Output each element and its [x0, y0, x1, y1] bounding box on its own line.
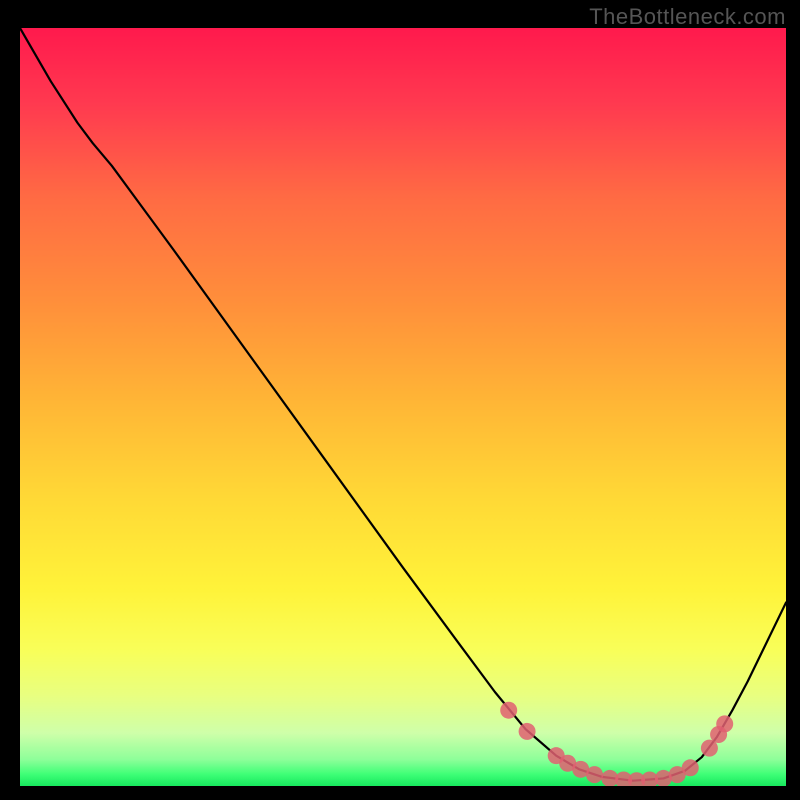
chart-container: TheBottleneck.com: [0, 0, 800, 800]
watermark-text: TheBottleneck.com: [589, 4, 786, 30]
plot-area: [20, 28, 786, 786]
gradient-background: [20, 28, 786, 786]
